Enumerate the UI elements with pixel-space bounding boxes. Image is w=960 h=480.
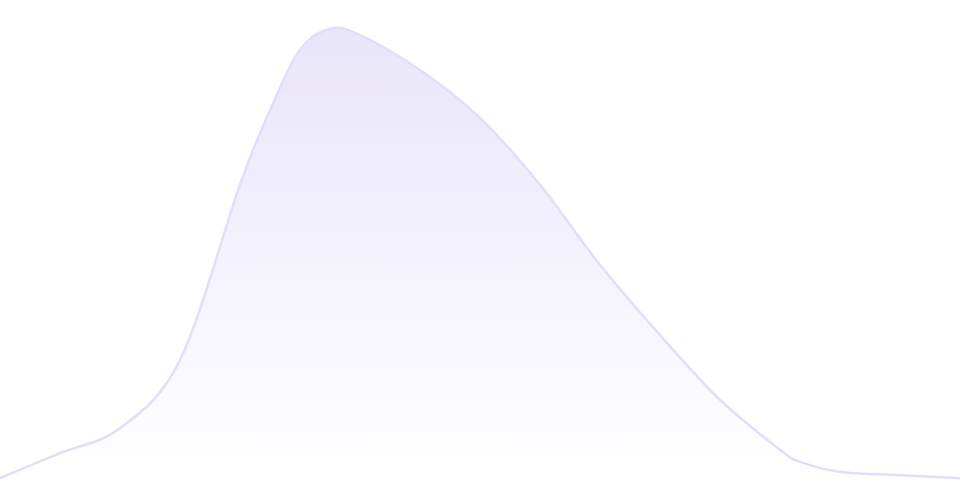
series-area-fill [0,27,960,480]
series-line [0,26,960,480]
